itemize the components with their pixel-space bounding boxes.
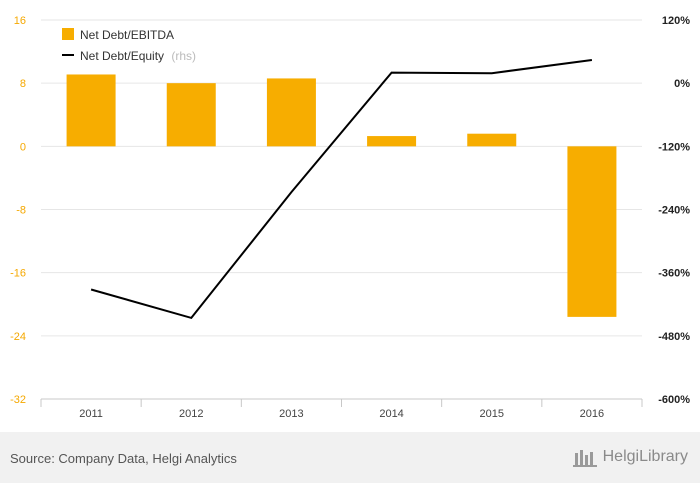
legend-label-line-name: Net Debt/Equity [80,49,164,63]
right-axis-ticks: 120% 0% -120% -240% -360% -480% -600% [658,15,690,406]
left-tick-label: -32 [10,394,26,406]
bar-series [66,74,617,317]
line-series [90,59,593,320]
left-tick-label: 8 [20,78,26,90]
x-tick-label: 2013 [279,408,303,420]
x-tick-label: 2011 [79,408,103,420]
bar-2013 [266,78,316,147]
legend-label-line: Net Debt/Equity (rhs) [80,49,196,63]
right-tick-label: -480% [658,331,690,343]
footer: Source: Company Data, Helgi Analytics He… [0,432,700,483]
bar-2014 [367,136,417,147]
right-tick-label: 0% [674,78,690,90]
axes [40,398,643,407]
legend-label-bar: Net Debt/EBITDA [80,28,174,42]
right-tick-label: 120% [662,15,690,27]
right-tick-label: -360% [658,268,690,280]
source-note: Source: Company Data, Helgi Analytics [10,451,237,466]
brand-name: HelgiLibrary [602,448,688,465]
left-tick-label: 16 [14,15,26,27]
grid-lines [41,19,642,337]
legend-swatch-bar [62,28,74,40]
right-tick-label: -240% [658,205,690,217]
legend-label-line-suffix: (rhs) [171,49,196,63]
right-tick-label: -600% [658,394,690,406]
x-tick-label: 2016 [580,408,604,420]
bar-2015 [467,133,517,147]
left-axis-ticks: 16 8 0 -8 -16 -24 -32 [10,15,26,406]
right-tick-label: -120% [658,141,690,153]
brand-logo: HelgiLibrary [572,447,688,467]
left-tick-label: -24 [10,331,26,343]
x-tick-label: 2015 [480,408,504,420]
library-logo-icon [572,450,597,467]
bar-2016 [567,146,617,317]
bar-2011 [66,74,116,147]
left-tick-label: -16 [10,268,26,280]
left-tick-label: -8 [16,205,26,217]
bar-2012 [166,83,216,147]
x-axis-ticks: 2011 2012 2013 2014 2015 2016 [79,408,604,420]
chart: 16 8 0 -8 -16 -24 -32 120% 0% -120% -240% -360% -48… [10,15,690,420]
line-path [90,59,593,320]
legend: Net Debt/EBITDA Net Debt/Equity (rhs) [62,28,196,63]
left-tick-label: 0 [20,141,26,153]
x-tick-label: 2012 [179,408,203,420]
x-tick-label: 2014 [379,408,403,420]
